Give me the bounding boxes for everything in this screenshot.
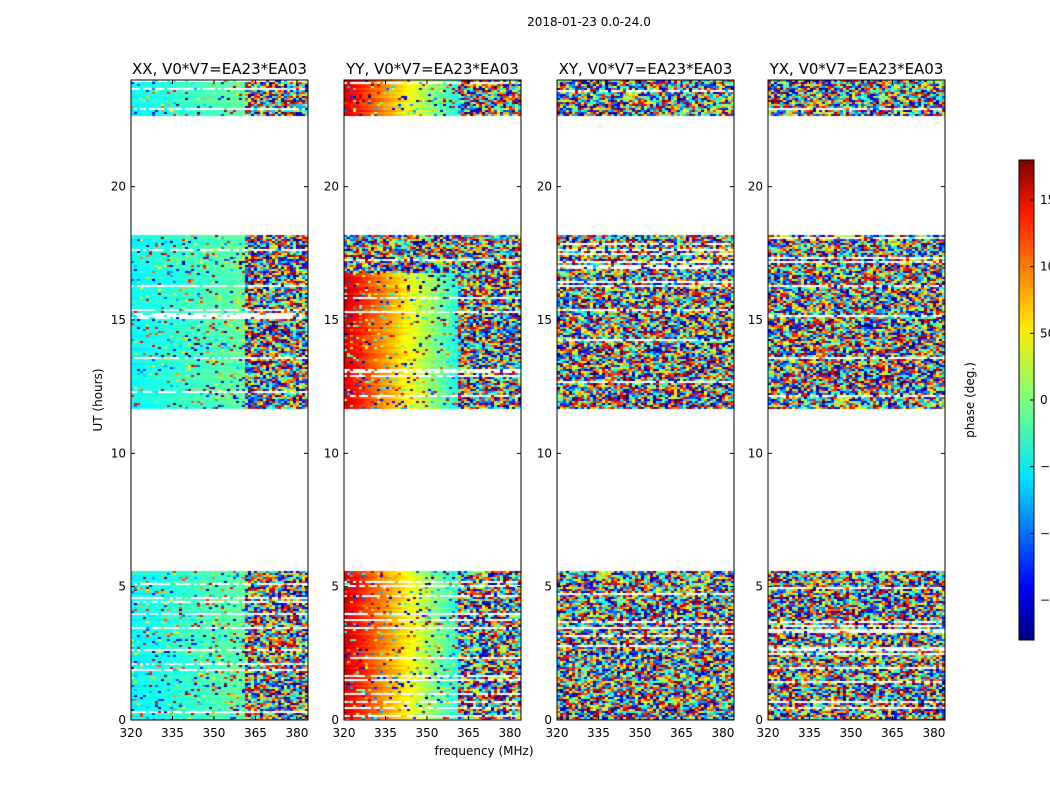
panel-1-frame	[130, 79, 309, 721]
y-tick-label: 20	[111, 180, 126, 194]
colorbar-tick-label: −150	[1040, 593, 1050, 607]
y-tick-label: 20	[537, 180, 552, 194]
x-tick-label: 350	[416, 726, 439, 740]
y-tick-label: 15	[537, 313, 552, 327]
x-tick-label: 320	[757, 726, 780, 740]
x-tick-label: 335	[374, 726, 397, 740]
x-tick-label: 365	[457, 726, 480, 740]
panels: XX, V0*V7=EA23*EA03 320 335 350 365 380 0 5 10 15…	[111, 60, 946, 740]
x-tick-label: 365	[881, 726, 904, 740]
y-axis-label: UT (hours)	[91, 368, 105, 431]
y-tick-label: 5	[755, 580, 763, 594]
panel-4-title: YX, V0*V7=EA23*EA03	[769, 60, 944, 78]
x-tick-label: 350	[840, 726, 863, 740]
x-tick-label: 320	[546, 726, 569, 740]
panel-2: YY, V0*V7=EA23*EA03 320 335 350 365 380 0 5 10 15…	[324, 60, 522, 740]
panel-2-title: YY, V0*V7=EA23*EA03	[345, 60, 519, 78]
x-tick-label: 350	[629, 726, 652, 740]
x-tick-label: 335	[161, 726, 184, 740]
x-tick-label: 335	[587, 726, 610, 740]
figure-suptitle: 2018-01-23 0.0-24.0	[527, 15, 651, 29]
x-tick-label: 365	[670, 726, 693, 740]
panel-3-heatmap	[557, 80, 734, 720]
x-tick-label: 350	[203, 726, 226, 740]
colorbar: 150 100 50 0 −50 −100 −150 phase (deg.)	[963, 159, 1050, 641]
panel-1: XX, V0*V7=EA23*EA03 320 335 350 365 380 0 5 10 15…	[111, 60, 309, 740]
y-tick-label: 15	[111, 313, 126, 327]
x-tick-label: 380	[922, 726, 945, 740]
y-tick-label: 10	[111, 446, 126, 460]
panel-2-heatmap	[344, 80, 521, 720]
x-axis-label: frequency (MHz)	[434, 744, 533, 758]
x-tick-label: 380	[285, 726, 308, 740]
colorbar-tick-label: −50	[1040, 460, 1050, 474]
panel-2-frame	[343, 79, 522, 721]
panel-3-frame	[556, 79, 735, 721]
x-tick-label: 365	[244, 726, 267, 740]
y-tick-label: 20	[748, 180, 763, 194]
x-tick-label: 320	[120, 726, 143, 740]
panel-3-title: XY, V0*V7=EA23*EA03	[559, 60, 733, 78]
y-tick-label: 5	[118, 580, 126, 594]
y-tick-label: 10	[748, 446, 763, 460]
colorbar-tick-label: 100	[1040, 260, 1050, 274]
colorbar-ticks: 150 100 50 0 −50 −100 −150	[1030, 193, 1050, 607]
colorbar-tick-label: 0	[1040, 393, 1048, 407]
colorbar-tick-label: 150	[1040, 193, 1050, 207]
x-tick-label: 380	[498, 726, 521, 740]
panel-4-frame	[767, 79, 946, 721]
y-tick-label: 0	[331, 713, 339, 727]
y-tick-label: 10	[537, 446, 552, 460]
colorbar-label: phase (deg.)	[963, 362, 977, 438]
y-tick-label: 0	[755, 713, 763, 727]
y-tick-label: 0	[544, 713, 552, 727]
panel-4: YX, V0*V7=EA23*EA03 320 335 350 365 380 0 5 10 15…	[748, 60, 946, 740]
x-tick-label: 320	[333, 726, 356, 740]
panel-4-heatmap	[768, 80, 945, 720]
y-tick-label: 10	[324, 446, 339, 460]
panel-3: XY, V0*V7=EA23*EA03 320 335 350 365 380 0 5 10 15…	[537, 60, 735, 740]
y-tick-label: 20	[324, 180, 339, 194]
panel-1-title: XX, V0*V7=EA23*EA03	[132, 60, 307, 78]
x-tick-label: 380	[711, 726, 734, 740]
y-tick-label: 0	[118, 713, 126, 727]
y-tick-label: 5	[544, 580, 552, 594]
y-tick-label: 5	[331, 580, 339, 594]
y-tick-label: 15	[324, 313, 339, 327]
x-tick-label: 335	[798, 726, 821, 740]
colorbar-tick-label: 50	[1040, 326, 1050, 340]
panel-1-heatmap	[131, 80, 308, 720]
y-tick-label: 15	[748, 313, 763, 327]
colorbar-tick-label: −100	[1040, 526, 1050, 540]
